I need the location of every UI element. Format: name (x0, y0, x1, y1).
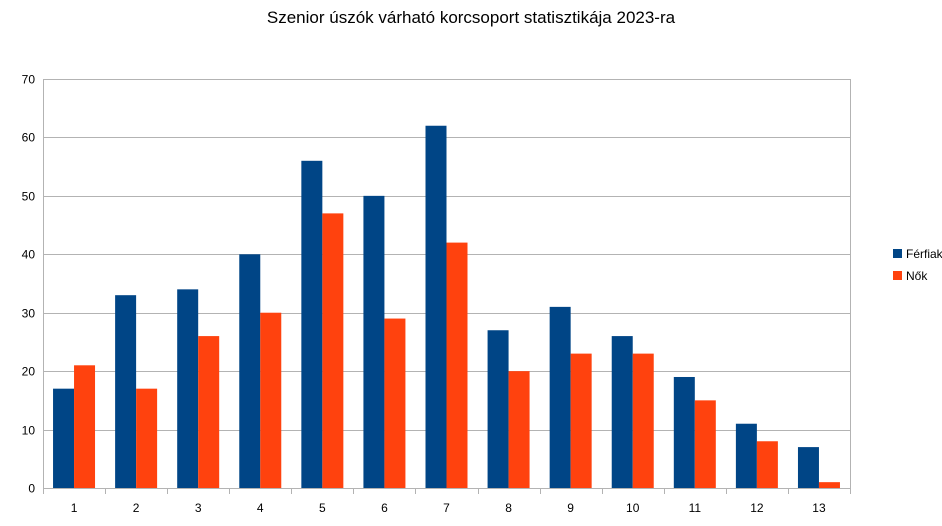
bar (818, 482, 840, 488)
bar (115, 295, 137, 488)
bar (322, 213, 344, 488)
bar (198, 336, 220, 488)
bar (177, 289, 199, 488)
bar (301, 160, 323, 489)
bar (632, 353, 654, 488)
x-tick-label: 10 (626, 501, 640, 515)
bar (363, 195, 385, 488)
y-tick-label: 50 (22, 190, 36, 204)
y-tick-label: 70 (22, 73, 36, 87)
y-tick-label: 60 (22, 131, 36, 145)
x-tick-label: 2 (133, 501, 140, 515)
bar (570, 353, 592, 488)
y-tick-label: 20 (22, 365, 36, 379)
x-tick-label: 12 (750, 501, 764, 515)
bar (136, 388, 158, 488)
bar (384, 318, 406, 488)
bar (239, 254, 261, 488)
bar (74, 365, 96, 488)
bar (735, 423, 757, 488)
legend-label: Nők (906, 269, 928, 283)
bar (508, 371, 530, 488)
bar (694, 400, 716, 488)
bar (797, 447, 819, 488)
x-tick-label: 5 (319, 501, 326, 515)
x-tick-label: 4 (257, 501, 264, 515)
bar (673, 376, 695, 488)
bar (611, 336, 633, 488)
x-tick-label: 6 (381, 501, 388, 515)
x-tick-label: 1 (71, 501, 78, 515)
legend-label: Férfiak (906, 247, 942, 261)
x-tick-label: 13 (812, 501, 826, 515)
bar (425, 125, 447, 488)
bar (260, 312, 282, 488)
legend-swatch (893, 271, 902, 280)
y-tick-label: 0 (28, 482, 35, 496)
bar (549, 306, 571, 488)
bar (446, 242, 468, 488)
bar (756, 441, 778, 488)
chart-title: Szenior úszók várható korcsoport statisz… (266, 8, 676, 27)
x-tick-label: 3 (195, 501, 202, 515)
x-tick-label: 7 (443, 501, 450, 515)
bar (487, 330, 509, 488)
x-tick-label: 11 (689, 501, 702, 515)
y-tick-label: 30 (22, 307, 36, 321)
y-tick-label: 10 (22, 424, 36, 438)
legend-swatch (893, 249, 902, 258)
bar (53, 388, 75, 488)
x-tick-label: 9 (567, 501, 574, 515)
x-tick-label: 8 (505, 501, 512, 515)
y-tick-label: 40 (22, 248, 36, 262)
